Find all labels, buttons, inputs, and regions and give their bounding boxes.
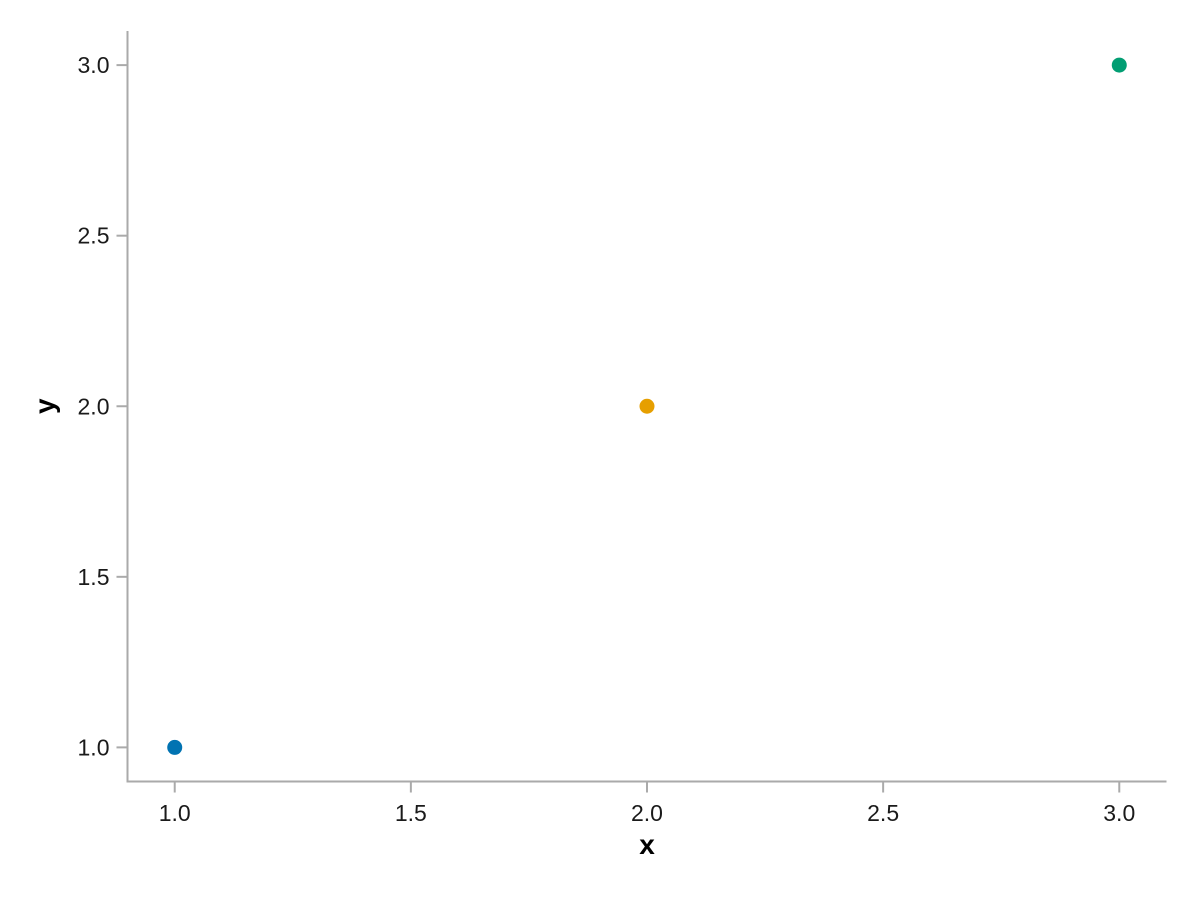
scatter-point: [1111, 57, 1127, 73]
x-tick-label: 2.5: [867, 800, 899, 826]
x-axis-ticks: 1.0 1.5 2.0 2.5 3.0: [159, 782, 1135, 826]
scatter-point: [639, 398, 655, 414]
y-axis-ticks: 1.0 1.5 2.0 2.5 3.0: [78, 52, 127, 760]
y-tick-label: 1.5: [78, 564, 110, 590]
y-tick-label: 1.0: [78, 734, 110, 760]
x-tick-label: 1.5: [395, 800, 427, 826]
scatter-point: [167, 739, 183, 755]
x-tick-label: 1.0: [159, 800, 191, 826]
y-axis-label: y: [29, 398, 60, 414]
data-points: [167, 57, 1127, 755]
y-tick-label: 2.5: [78, 223, 110, 249]
axes-spines: [126, 31, 1167, 783]
x-tick-label: 3.0: [1103, 800, 1135, 826]
x-axis-label: x: [639, 829, 655, 860]
x-tick-label: 2.0: [631, 800, 663, 826]
y-tick-label: 3.0: [78, 52, 110, 78]
y-tick-label: 2.0: [78, 393, 110, 419]
